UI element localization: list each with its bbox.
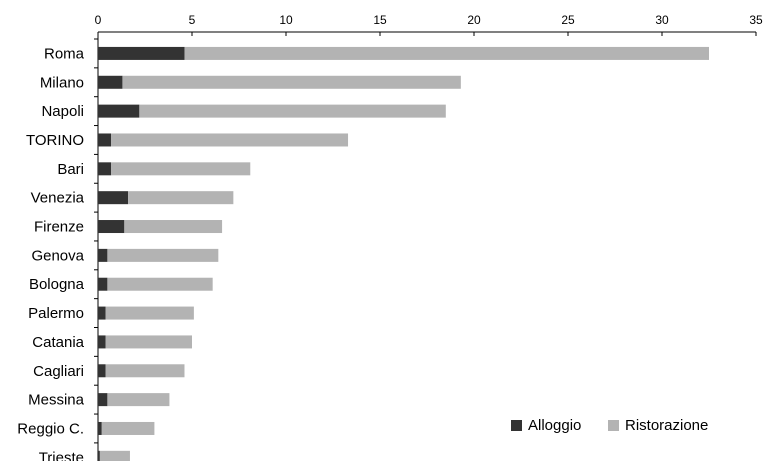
bar-ristorazione (122, 75, 461, 89)
bar-ristorazione (99, 450, 130, 461)
bar-alloggio (98, 162, 112, 176)
bar-ristorazione (105, 364, 185, 378)
bar-layer (98, 46, 710, 461)
category-label: TORINO (26, 132, 84, 149)
bar-alloggio (98, 450, 100, 461)
bar-ristorazione (105, 306, 194, 320)
bar-ristorazione (139, 104, 446, 118)
x-tick-label: 10 (279, 13, 293, 27)
bar-ristorazione (111, 162, 251, 176)
category-label: Bari (57, 161, 84, 178)
legend-entry: Alloggio (528, 417, 581, 434)
bar-ristorazione (107, 248, 219, 262)
bar-alloggio (98, 220, 125, 234)
category-label: Catania (32, 334, 84, 351)
category-label: Trieste (39, 449, 84, 461)
category-label: Milano (40, 74, 84, 91)
bar-alloggio (98, 364, 106, 378)
bar-ristorazione (184, 46, 710, 60)
bar-alloggio (98, 335, 106, 349)
legend: Alloggio Ristorazione (511, 417, 708, 434)
bar-ristorazione (111, 133, 349, 147)
x-tick-label: 15 (373, 13, 387, 27)
legend-swatch (511, 420, 522, 431)
bar-ristorazione (128, 191, 234, 205)
bar-alloggio (98, 191, 129, 205)
category-label: Firenze (34, 219, 84, 236)
bar-alloggio (98, 248, 108, 262)
category-label: Roma (44, 45, 85, 62)
legend-entry: Ristorazione (625, 417, 708, 434)
x-tick-label: 25 (561, 13, 575, 27)
x-tick-label: 0 (95, 13, 102, 27)
bar-ristorazione (105, 335, 192, 349)
bar-ristorazione (101, 421, 155, 435)
category-label: Messina (28, 392, 85, 409)
x-tick-label: 5 (189, 13, 196, 27)
bar-alloggio (98, 46, 185, 60)
bar-alloggio (98, 75, 123, 89)
x-tick-label: 35 (749, 13, 763, 27)
bar-alloggio (98, 104, 140, 118)
label-layer: Roma Milano Napoli TORINO Bari Venezia Firenze… (17, 45, 84, 461)
bar-ristorazione (107, 393, 170, 407)
bar-ristorazione (124, 220, 223, 234)
bar-alloggio (98, 421, 102, 435)
category-label: Napoli (41, 103, 84, 120)
x-tick-label: 20 (467, 13, 481, 27)
category-label: Genova (31, 247, 84, 264)
bar-alloggio (98, 306, 106, 320)
category-label: Bologna (29, 276, 85, 293)
category-label: Cagliari (33, 363, 84, 380)
category-label: Reggio C. (17, 420, 84, 437)
bar-alloggio (98, 393, 108, 407)
category-label: Venezia (31, 190, 85, 207)
bar-alloggio (98, 277, 108, 291)
category-label: Palermo (28, 305, 84, 322)
legend-swatch (608, 420, 619, 431)
x-tick-label: 30 (655, 13, 669, 27)
bar-alloggio (98, 133, 112, 147)
bar-ristorazione (107, 277, 213, 291)
